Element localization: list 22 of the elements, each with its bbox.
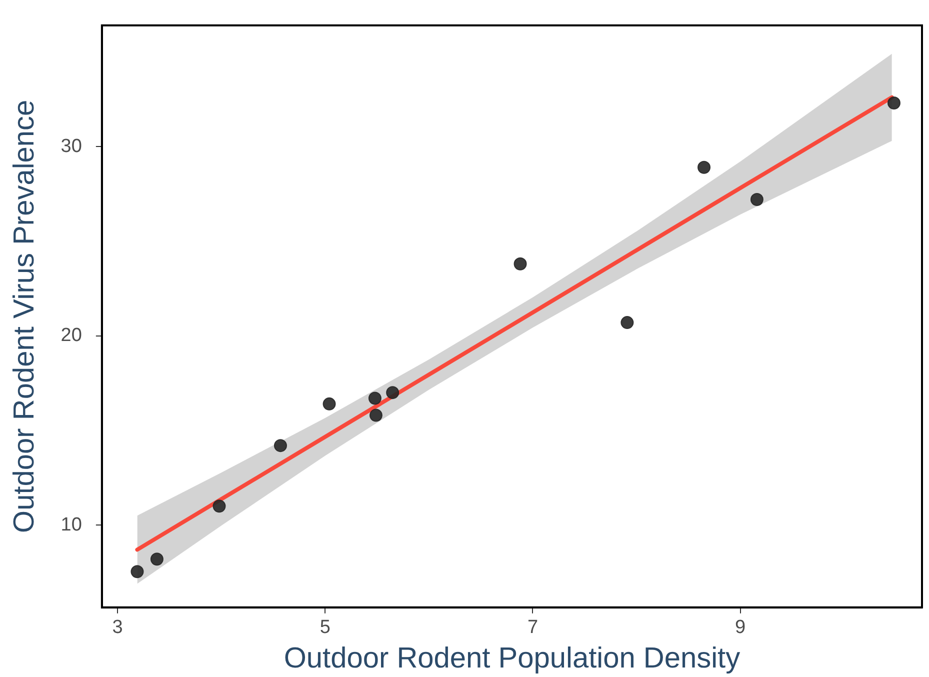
point xyxy=(130,565,144,578)
point xyxy=(514,257,527,270)
point xyxy=(620,316,634,330)
x-tick-label: 3 xyxy=(112,617,123,638)
x-tick-label: 9 xyxy=(735,617,746,638)
point xyxy=(698,160,711,174)
point xyxy=(368,392,382,405)
point xyxy=(150,552,164,566)
y-axis-title: Outdoor Rodent Virus Prevalence xyxy=(8,100,40,533)
x-axis-title: Outdoor Rodent Population Density xyxy=(284,642,741,675)
point xyxy=(212,500,226,513)
point xyxy=(369,408,382,422)
x-tick-label: 7 xyxy=(527,617,538,638)
x-tick-label: 5 xyxy=(320,617,330,638)
point xyxy=(750,193,764,206)
point xyxy=(274,439,287,452)
point xyxy=(386,386,400,400)
point xyxy=(887,96,900,110)
point xyxy=(322,397,336,410)
y-tick-label: 20 xyxy=(60,325,82,346)
y-tick-label: 30 xyxy=(60,136,82,157)
y-tick-label: 10 xyxy=(60,514,82,536)
